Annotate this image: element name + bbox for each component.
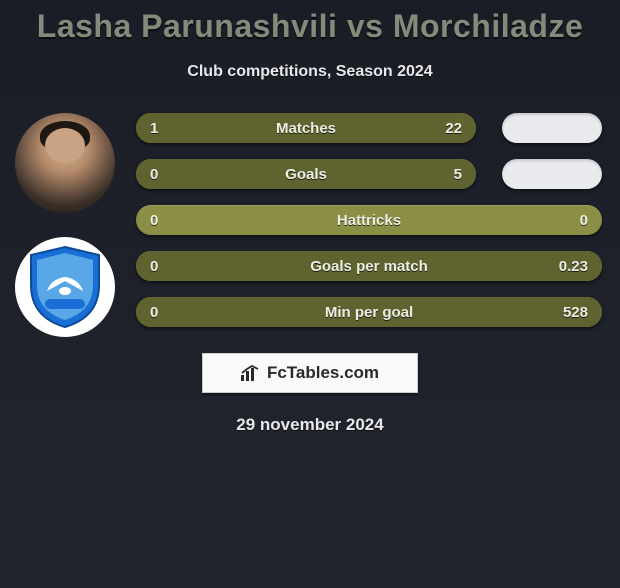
club-avatar (15, 237, 115, 337)
date-text: 29 november 2024 (0, 415, 620, 435)
stat-right-pill (502, 159, 602, 189)
page-subtitle: Club competitions, Season 2024 (0, 63, 620, 81)
comparison-content: 122Matches05Goals00Hattricks00.23Goals p… (0, 113, 620, 327)
stat-value-left: 0 (150, 258, 158, 275)
chart-icon (241, 365, 261, 381)
stat-value-right: 5 (454, 166, 462, 183)
brand-badge: FcTables.com (202, 353, 418, 393)
stat-bar-track (136, 159, 476, 189)
stat-right-pill-spacer (502, 205, 602, 235)
avatar-column (10, 113, 120, 361)
stat-value-left: 0 (150, 166, 158, 183)
stat-row: 122Matches (136, 113, 476, 143)
page-title: Lasha Parunashvili vs Morchiladze (0, 8, 620, 45)
stat-row: 05Goals (136, 159, 476, 189)
player-avatar (15, 113, 115, 213)
stat-bar-fill-left (136, 113, 150, 143)
stat-bar-fill-right (150, 113, 476, 143)
stat-bar-track (136, 113, 476, 143)
club-shield-icon (27, 245, 103, 329)
stat-right-pill-spacer (502, 251, 602, 281)
stat-value-left: 0 (150, 304, 158, 321)
stat-value-left: 1 (150, 120, 158, 137)
stat-value-right: 22 (445, 120, 462, 137)
right-box-column (502, 113, 602, 343)
stat-bar-fill-right (136, 159, 476, 189)
stat-value-left: 0 (150, 212, 158, 229)
stat-right-pill-spacer (502, 297, 602, 327)
brand-text: FcTables.com (267, 363, 379, 383)
stat-right-pill (502, 113, 602, 143)
